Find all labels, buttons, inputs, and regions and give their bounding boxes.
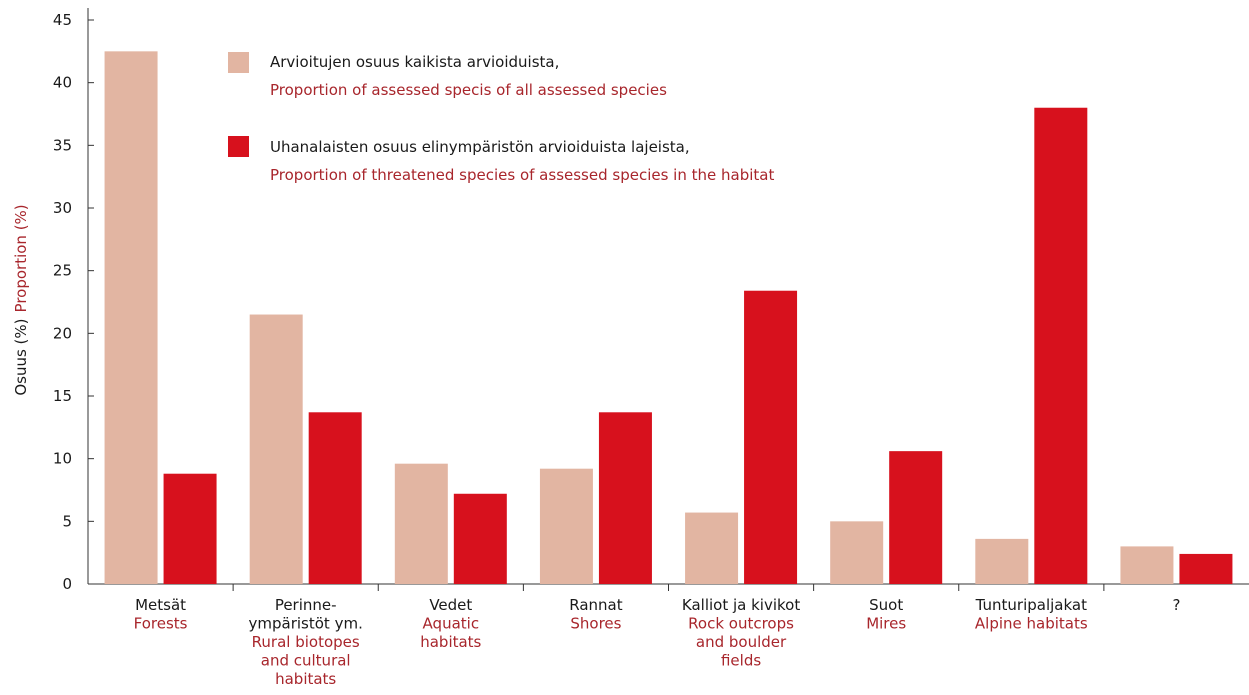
x-tick-label-fi: Rannat: [569, 596, 622, 614]
legend-label-threatened-en: Proportion of threatened species of asse…: [270, 166, 774, 184]
x-tick-label-fi: Kalliot ja kivikot: [682, 596, 800, 614]
bar-assessed: [830, 521, 884, 584]
bar-threatened: [1179, 553, 1233, 584]
x-tick-label-en: habitats: [275, 670, 336, 688]
bar-threatened: [889, 451, 943, 584]
x-tick-label-en: and cultural: [261, 652, 351, 670]
y-tick-label: 25: [53, 262, 72, 280]
bar-threatened: [163, 473, 217, 584]
y-tick-label: 40: [53, 74, 72, 92]
x-tick-label-fi: Perinne-: [275, 596, 337, 614]
x-tick-label-fi: ympäristöt ym.: [249, 615, 363, 633]
x-tick-label-en: and boulder: [696, 633, 787, 651]
bar-assessed: [249, 314, 303, 584]
bar-threatened: [453, 493, 507, 584]
x-tick-label-en: Aquatic: [423, 615, 480, 633]
y-axis-label-fi: Osuus (%): [12, 318, 30, 395]
y-tick-label: 15: [53, 387, 72, 405]
bar-assessed: [975, 538, 1029, 584]
x-tick-label-en: Rural biotopes: [252, 633, 360, 651]
bar-assessed: [685, 512, 739, 584]
bar-threatened: [1034, 107, 1088, 584]
legend: Arvioitujen osuus kaikista arvioiduista,…: [228, 52, 774, 184]
bar-threatened: [308, 412, 362, 584]
bar-assessed: [539, 468, 593, 584]
legend-label-threatened-fi: Uhanalaisten osuus elinympäristön arvioi…: [270, 138, 690, 156]
y-tick-label: 5: [62, 512, 72, 530]
y-axis-label-en: Proportion (%): [12, 204, 30, 312]
x-tick-label-fi: Vedet: [429, 596, 472, 614]
y-axis: 0 5 10 15 20 25 30 35 40 45: [53, 8, 94, 593]
bar-assessed: [1120, 546, 1174, 584]
legend-swatch-assessed: [228, 52, 249, 73]
bar-threatened: [744, 290, 798, 584]
y-tick-label: 20: [53, 324, 72, 342]
x-tick-label-en: Mires: [866, 615, 906, 633]
bar-threatened: [598, 412, 652, 584]
x-tick-label-fi: Suot: [869, 596, 903, 614]
x-tick-label-en: Shores: [570, 615, 621, 633]
x-tick-label-en: Alpine habitats: [975, 615, 1088, 633]
x-axis: [88, 583, 1249, 591]
y-tick-label: 35: [53, 136, 72, 154]
x-tick-label-fi: Metsät: [135, 596, 186, 614]
y-tick-label: 45: [53, 11, 72, 29]
x-tick-label-en: habitats: [420, 633, 481, 651]
x-tick-label-fi: Tunturipaljakat: [975, 596, 1087, 614]
x-tick-label-en: fields: [721, 652, 761, 670]
legend-swatch-threatened: [228, 136, 249, 157]
y-tick-label: 0: [62, 575, 72, 593]
bar-assessed: [394, 463, 448, 584]
x-tick-label-fi: ?: [1172, 596, 1180, 614]
bars: [104, 51, 1233, 585]
y-axis-label: Osuus (%) Proportion (%): [12, 204, 30, 395]
svg-text:Osuus (%)Proportion (%): Osuus (%) Proportion (%): [12, 204, 30, 395]
bar-assessed: [104, 51, 158, 585]
x-tick-label-en: Rock outcrops: [688, 615, 794, 633]
x-tick-label-en: Forests: [134, 615, 188, 633]
legend-label-assessed-fi: Arvioitujen osuus kaikista arvioiduista,: [270, 53, 559, 71]
y-tick-label: 10: [53, 450, 72, 468]
y-tick-label: 30: [53, 199, 72, 217]
legend-label-assessed-en: Proportion of assessed specis of all ass…: [270, 81, 667, 99]
